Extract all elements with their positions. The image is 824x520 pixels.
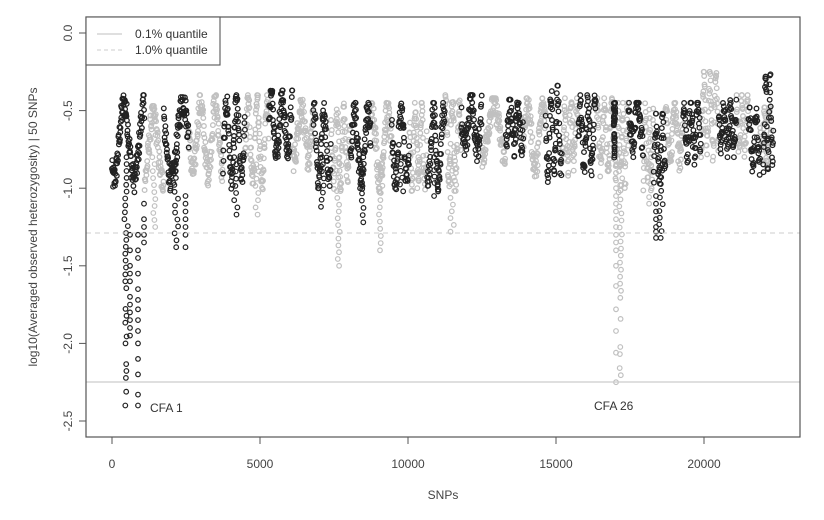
x-tick-label: 5000 bbox=[247, 457, 274, 471]
y-tick-label: 0.0 bbox=[61, 24, 75, 41]
x-tick-label: 20000 bbox=[687, 457, 721, 471]
legend-label-1.0: 1.0% quantile bbox=[135, 43, 208, 57]
plot-frame bbox=[85, 16, 801, 438]
y-tick-labels: 0.0 -0.5 -1.0 -1.5 -2.0 -2.5 bbox=[61, 24, 75, 431]
legend-box bbox=[85, 16, 221, 66]
annotation-cfa26: CFA 26 bbox=[594, 399, 634, 413]
y-tick-label: -0.5 bbox=[61, 100, 75, 121]
y-tick-label: -1.0 bbox=[61, 178, 75, 199]
x-axis bbox=[111, 437, 705, 444]
x-tick-label: 15000 bbox=[539, 457, 573, 471]
y-axis-title: log10(Averaged observed heterozygosity) … bbox=[26, 87, 40, 366]
legend: 0.1% quantile 1.0% quantile bbox=[85, 16, 221, 66]
y-tick-label: -1.5 bbox=[61, 255, 75, 276]
y-tick-label: -2.5 bbox=[61, 410, 75, 431]
legend-label-0.1: 0.1% quantile bbox=[135, 27, 208, 41]
y-tick-label: -2.0 bbox=[61, 333, 75, 354]
x-axis-title: SNPs bbox=[428, 488, 459, 502]
points-odd-chromosomes bbox=[109, 71, 777, 409]
y-axis bbox=[79, 32, 86, 422]
annotation-cfa1: CFA 1 bbox=[150, 401, 183, 415]
x-tick-label: 10000 bbox=[391, 457, 425, 471]
x-tick-labels: 0 5000 10000 15000 20000 bbox=[109, 457, 721, 471]
x-tick-label: 0 bbox=[109, 457, 116, 471]
